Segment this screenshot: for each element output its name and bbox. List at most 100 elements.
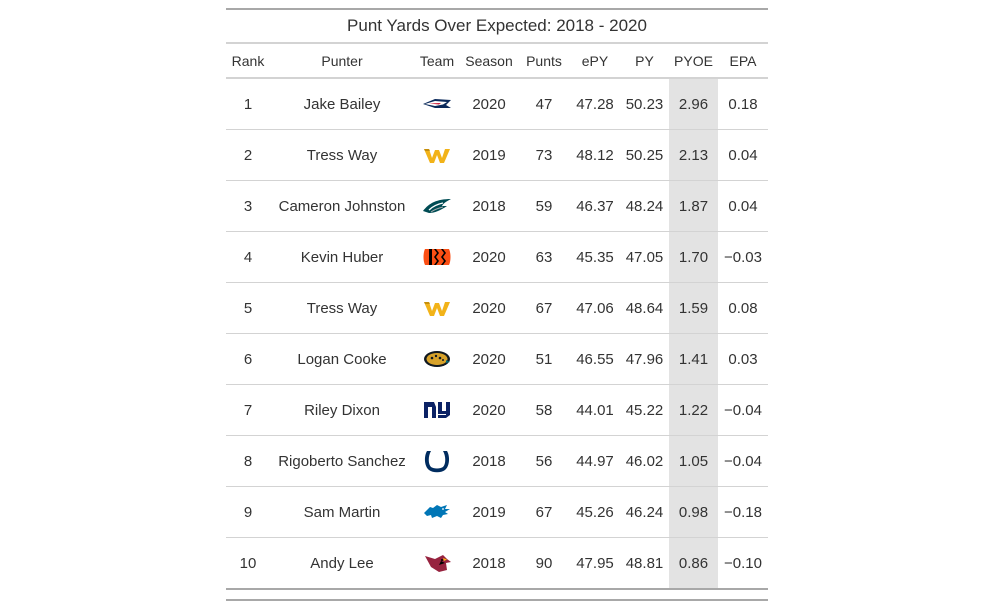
cell-epa: −0.03 (718, 231, 768, 283)
cell-season: 2019 (460, 129, 518, 181)
team-cell (414, 231, 460, 283)
cell-epa: −0.18 (718, 486, 768, 538)
table-row: 9 Sam Martin 2019 67 45.26 46.24 0.98 −0.18 (226, 486, 768, 538)
cell-rank: 2 (226, 129, 270, 181)
cell-punter: Tress Way (270, 129, 414, 181)
cell-pyoe: 0.98 (669, 486, 718, 538)
table-row: 3 Cameron Johnston 2018 59 46.37 48.24 1.87 0.0… (226, 180, 768, 232)
jaguars-logo-icon (421, 346, 453, 372)
cell-punts: 67 (518, 486, 570, 538)
header-row: Rank Punter Team Season Punts ePY PY PYO… (226, 44, 768, 79)
table-row: 7 Riley Dixon 2020 58 44.01 45.22 1.22 −0.04 (226, 384, 768, 436)
cell-epy: 46.37 (570, 180, 620, 232)
cell-epy: 44.01 (570, 384, 620, 436)
punt-table: Rank Punter Team Season Punts ePY PY PYO… (226, 44, 768, 590)
cell-pyoe: 1.70 (669, 231, 718, 283)
cell-epy: 46.55 (570, 333, 620, 385)
table-row: 5 Tress Way 2020 67 47.06 48.64 1.59 0.08 (226, 282, 768, 334)
table-title: Punt Yards Over Expected: 2018 - 2020 (226, 10, 768, 44)
col-header-punts: Punts (518, 44, 570, 79)
col-header-pyoe: PYOE (669, 44, 718, 79)
cell-season: 2020 (460, 384, 518, 436)
cell-epa: 0.18 (718, 78, 768, 130)
cell-py: 46.24 (620, 486, 669, 538)
cell-rank: 7 (226, 384, 270, 436)
col-header-season: Season (460, 44, 518, 79)
col-header-rank: Rank (226, 44, 270, 79)
cell-rank: 3 (226, 180, 270, 232)
bengals-logo-icon (421, 244, 453, 270)
cell-py: 46.02 (620, 435, 669, 487)
team-cell (414, 180, 460, 232)
cell-punter: Sam Martin (270, 486, 414, 538)
washington-logo-icon (421, 142, 453, 168)
cell-rank: 8 (226, 435, 270, 487)
cell-epa: −0.04 (718, 384, 768, 436)
cell-pyoe: 2.13 (669, 129, 718, 181)
cell-epy: 47.06 (570, 282, 620, 334)
table-row: 8 Rigoberto Sanchez 2018 56 44.97 46.02 1.05 −0… (226, 435, 768, 487)
col-header-epy: ePY (570, 44, 620, 79)
cell-season: 2018 (460, 537, 518, 590)
team-cell (414, 486, 460, 538)
cell-pyoe: 1.87 (669, 180, 718, 232)
col-header-epa: EPA (718, 44, 768, 79)
cell-punts: 47 (518, 78, 570, 130)
cell-punts: 90 (518, 537, 570, 590)
cell-epy: 45.26 (570, 486, 620, 538)
cell-punter: Cameron Johnston (270, 180, 414, 232)
top-rule (226, 8, 768, 10)
giants-logo-icon (421, 397, 453, 423)
col-header-team: Team (414, 44, 460, 79)
cell-py: 48.24 (620, 180, 669, 232)
cell-pyoe: 1.05 (669, 435, 718, 487)
table-row: 10 Andy Lee 2018 90 47.95 48.81 0.86 −0.10 (226, 537, 768, 590)
cell-epa: 0.04 (718, 180, 768, 232)
bottom-rule (226, 599, 768, 601)
cell-py: 48.81 (620, 537, 669, 590)
cell-season: 2020 (460, 78, 518, 130)
cell-rank: 10 (226, 537, 270, 590)
team-cell (414, 129, 460, 181)
cell-py: 50.23 (620, 78, 669, 130)
team-cell (414, 282, 460, 334)
washington-logo-icon (421, 295, 453, 321)
cardinals-logo-icon (421, 550, 453, 576)
cell-epa: 0.08 (718, 282, 768, 334)
lions-logo-icon (421, 499, 453, 525)
cell-season: 2020 (460, 282, 518, 334)
cell-punter: Logan Cooke (270, 333, 414, 385)
cell-punts: 63 (518, 231, 570, 283)
cell-epa: −0.04 (718, 435, 768, 487)
cell-punter: Tress Way (270, 282, 414, 334)
punt-table-container: Punt Yards Over Expected: 2018 - 2020 Ra… (226, 8, 768, 601)
patriots-logo-icon (421, 91, 453, 117)
cell-pyoe: 1.41 (669, 333, 718, 385)
col-header-py: PY (620, 44, 669, 79)
cell-season: 2019 (460, 486, 518, 538)
cell-punts: 51 (518, 333, 570, 385)
cell-pyoe: 1.22 (669, 384, 718, 436)
cell-punter: Riley Dixon (270, 384, 414, 436)
cell-season: 2020 (460, 333, 518, 385)
cell-rank: 6 (226, 333, 270, 385)
team-cell (414, 78, 460, 130)
cell-py: 48.64 (620, 282, 669, 334)
cell-epy: 45.35 (570, 231, 620, 283)
team-cell (414, 537, 460, 590)
cell-py: 47.05 (620, 231, 669, 283)
table-row: 4 Kevin Huber 2020 63 45.35 47.05 1.70 −0.03 (226, 231, 768, 283)
team-cell (414, 435, 460, 487)
team-cell (414, 384, 460, 436)
table-body: 1 Jake Bailey 2020 47 47.28 50.23 2.96 0.18 2 Tre… (226, 78, 768, 590)
eagles-logo-icon (421, 193, 453, 219)
cell-punter: Jake Bailey (270, 78, 414, 130)
cell-punts: 56 (518, 435, 570, 487)
cell-punts: 67 (518, 282, 570, 334)
cell-epy: 48.12 (570, 129, 620, 181)
table-row: 6 Logan Cooke 2020 51 46.55 47.96 1.41 0.03 (226, 333, 768, 385)
cell-pyoe: 2.96 (669, 78, 718, 130)
cell-season: 2020 (460, 231, 518, 283)
cell-epy: 47.95 (570, 537, 620, 590)
cell-season: 2018 (460, 435, 518, 487)
